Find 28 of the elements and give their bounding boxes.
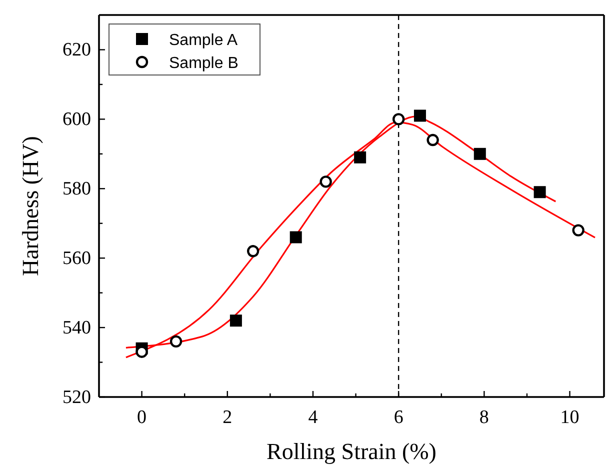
x-tick-label: 10 [560, 407, 580, 428]
point [426, 134, 439, 146]
x-tick-label: 4 [308, 407, 318, 428]
x-tick-label: 2 [222, 407, 232, 428]
point [414, 110, 426, 122]
legend-label: Sample B [169, 55, 238, 72]
y-tick-label: 600 [62, 109, 91, 130]
point [290, 231, 302, 244]
y-tick-label: 580 [62, 178, 91, 200]
point [534, 186, 546, 198]
y-tick-label: 520 [62, 387, 91, 408]
x-tick-label: 8 [479, 407, 489, 428]
y-tick-label: 620 [62, 40, 91, 61]
point [170, 335, 182, 348]
point [320, 176, 332, 188]
point [230, 314, 242, 327]
x-tick-label: 6 [394, 407, 404, 428]
y-tick-label: 540 [62, 318, 91, 339]
point [354, 151, 366, 164]
y-axis-title: Hardness (HV) [18, 136, 43, 276]
y-tick-label: 560 [62, 248, 91, 270]
point [572, 224, 584, 236]
x-tick-label: 0 [137, 407, 147, 428]
point [246, 245, 260, 258]
point [392, 113, 405, 126]
x-axis-title: Rolling Strain (%) [266, 439, 436, 464]
point [474, 148, 486, 160]
legend-label: Sample A [169, 32, 238, 49]
